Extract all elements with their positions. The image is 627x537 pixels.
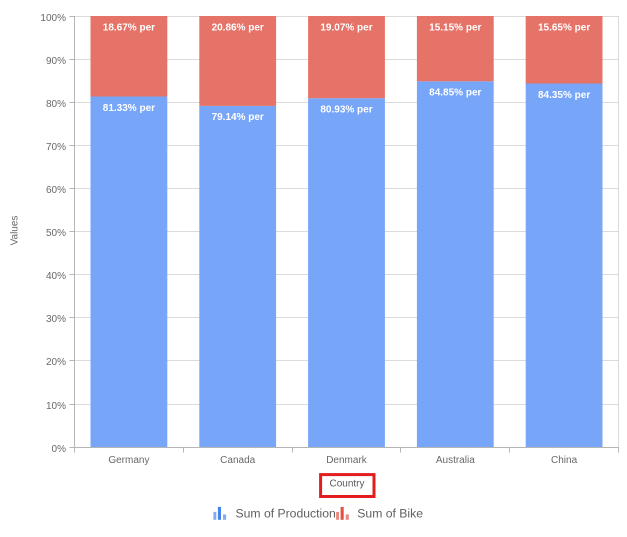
svg-text:81.33% per: 81.33% per [103, 103, 155, 114]
svg-text:20.86% per: 20.86% per [212, 22, 264, 33]
svg-text:Denmark: Denmark [326, 455, 368, 466]
svg-text:100%: 100% [40, 13, 66, 24]
svg-text:20%: 20% [46, 357, 66, 368]
svg-text:Country: Country [329, 479, 364, 490]
svg-text:Germany: Germany [108, 455, 149, 466]
svg-text:China: China [551, 455, 578, 466]
svg-text:15.65% per: 15.65% per [538, 22, 590, 33]
svg-text:10%: 10% [46, 401, 66, 412]
svg-text:60%: 60% [46, 185, 66, 196]
svg-text:Canada: Canada [220, 455, 255, 466]
svg-text:84.35% per: 84.35% per [538, 90, 590, 101]
svg-text:Australia: Australia [436, 455, 475, 466]
svg-text:Sum of Bike: Sum of Bike [357, 507, 423, 521]
svg-text:84.85% per: 84.85% per [429, 88, 481, 99]
svg-text:30%: 30% [46, 314, 66, 325]
svg-text:70%: 70% [46, 142, 66, 153]
svg-text:19.07% per: 19.07% per [320, 22, 372, 33]
svg-text:Sum of Production: Sum of Production [236, 507, 336, 521]
svg-text:79.14% per: 79.14% per [212, 112, 264, 123]
svg-text:Values: Values [10, 216, 21, 246]
svg-text:18.67% per: 18.67% per [103, 22, 155, 33]
svg-text:90%: 90% [46, 56, 66, 67]
svg-text:40%: 40% [46, 271, 66, 282]
svg-text:80.93% per: 80.93% per [320, 105, 372, 116]
svg-text:80%: 80% [46, 99, 66, 110]
svg-text:50%: 50% [46, 228, 66, 239]
svg-text:15.15% per: 15.15% per [429, 22, 481, 33]
svg-text:0%: 0% [52, 444, 67, 455]
